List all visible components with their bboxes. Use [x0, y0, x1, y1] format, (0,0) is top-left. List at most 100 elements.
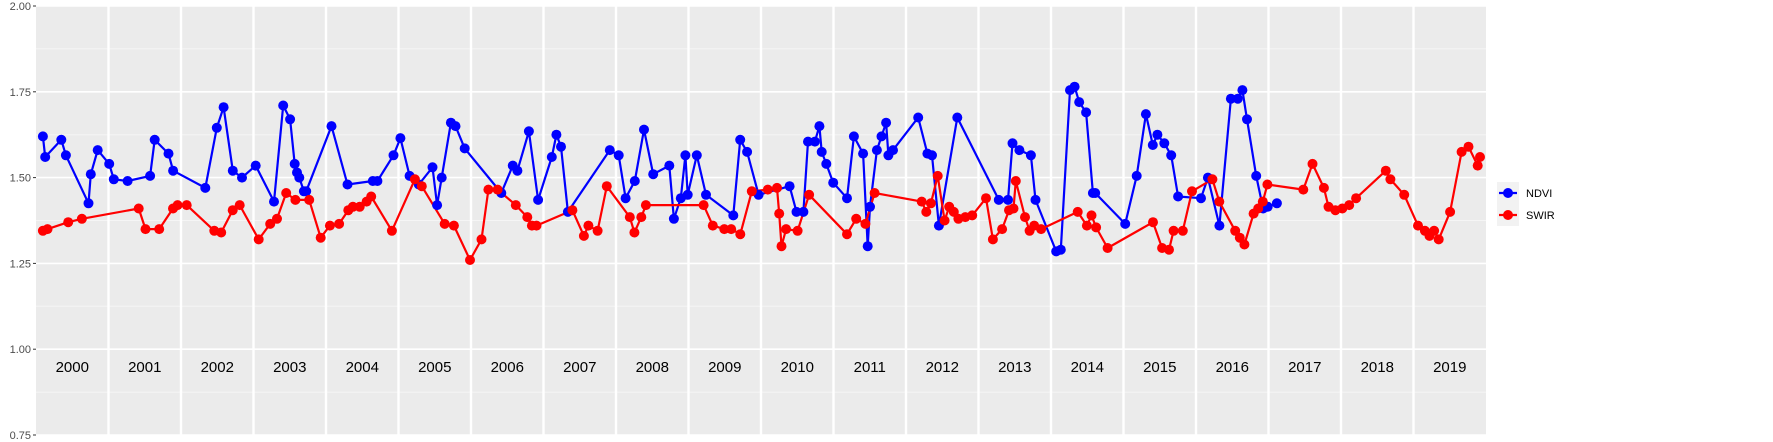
- point-swir: [290, 194, 301, 205]
- point-swir: [1380, 165, 1391, 176]
- point-ndvi: [56, 134, 67, 145]
- point-ndvi: [145, 170, 156, 181]
- point-ndvi: [200, 182, 211, 193]
- point-ndvi: [848, 131, 859, 142]
- point-ndvi: [104, 158, 115, 169]
- point-ndvi: [664, 160, 675, 171]
- y-tick-label: 1.25: [10, 258, 31, 270]
- point-ndvi: [791, 206, 802, 217]
- point-swir: [567, 205, 578, 216]
- point-swir: [1168, 225, 1179, 236]
- point-swir: [735, 229, 746, 240]
- point-ndvi: [459, 143, 470, 154]
- point-swir: [726, 224, 737, 235]
- point-swir: [265, 218, 276, 229]
- point-swir: [1036, 224, 1047, 235]
- point-ndvi: [523, 126, 534, 137]
- point-ndvi: [227, 165, 238, 176]
- point-ndvi: [691, 150, 702, 161]
- point-swir: [1429, 225, 1440, 236]
- point-ndvi: [551, 129, 562, 140]
- point-swir: [1475, 152, 1485, 162]
- year-label: 2009: [708, 359, 741, 376]
- point-swir: [531, 220, 542, 231]
- point-swir: [172, 200, 183, 211]
- point-swir: [601, 181, 612, 192]
- legend-label-ndvi: NDVI: [1526, 188, 1552, 200]
- point-ndvi: [278, 100, 289, 111]
- point-swir: [1351, 193, 1362, 204]
- point-ndvi: [269, 196, 279, 207]
- point-ndvi: [1025, 150, 1036, 161]
- point-swir: [1020, 212, 1030, 223]
- point-swir: [851, 213, 862, 224]
- point-ndvi: [1225, 93, 1236, 104]
- point-ndvi: [432, 200, 443, 211]
- point-swir: [234, 200, 245, 211]
- year-label: 2003: [273, 359, 306, 376]
- point-swir: [227, 205, 238, 216]
- point-ndvi: [372, 176, 383, 186]
- point-swir: [578, 230, 589, 241]
- point-ndvi: [1131, 170, 1142, 181]
- point-swir: [772, 182, 782, 193]
- legend-label-swir: SWIR: [1526, 210, 1555, 222]
- point-ndvi: [1232, 93, 1243, 104]
- point-ndvi: [218, 102, 229, 113]
- point-swir: [42, 224, 53, 235]
- point-ndvi: [927, 150, 937, 161]
- point-ndvi: [1120, 218, 1131, 229]
- point-swir: [304, 194, 315, 205]
- point-ndvi: [613, 150, 624, 161]
- point-swir: [281, 188, 292, 198]
- point-ndvi: [620, 193, 631, 204]
- point-ndvi: [1147, 140, 1158, 150]
- point-ndvi: [735, 134, 746, 145]
- point-swir: [366, 191, 377, 202]
- point-ndvi: [862, 241, 873, 252]
- point-ndvi: [168, 165, 179, 176]
- point-swir: [1257, 196, 1268, 207]
- point-ndvi: [388, 150, 399, 161]
- year-labels: 2000 2001 2002 2003 2004 2005 2006 2007 2008 2009…: [56, 359, 1467, 376]
- point-swir: [1472, 160, 1483, 171]
- year-label: 2015: [1143, 359, 1176, 376]
- point-swir: [1187, 186, 1197, 197]
- year-label: 2018: [1361, 359, 1394, 376]
- point-swir: [409, 174, 420, 185]
- point-ndvi: [37, 131, 48, 142]
- y-tick-label: 1.00: [10, 344, 31, 356]
- point-ndvi: [1030, 194, 1041, 205]
- point-ndvi: [682, 189, 693, 200]
- point-ndvi: [629, 176, 640, 186]
- year-label: 2005: [418, 359, 451, 376]
- point-swir: [181, 200, 192, 211]
- point-swir: [746, 186, 757, 197]
- point-swir: [781, 224, 792, 235]
- year-label: 2019: [1433, 359, 1466, 376]
- point-ndvi: [1055, 244, 1066, 255]
- point-ndvi: [821, 158, 832, 169]
- point-ndvi: [604, 145, 615, 156]
- point-swir: [842, 229, 852, 240]
- point-swir: [583, 220, 594, 231]
- point-swir: [774, 208, 785, 219]
- point-swir: [932, 170, 943, 181]
- point-ndvi: [512, 165, 523, 176]
- point-swir: [624, 212, 635, 223]
- point-swir: [981, 193, 991, 204]
- point-swir: [636, 212, 647, 223]
- point-swir: [140, 224, 151, 235]
- point-swir: [792, 225, 803, 236]
- point-ndvi: [828, 177, 839, 188]
- point-swir: [253, 234, 264, 245]
- point-swir: [939, 215, 950, 226]
- point-ndvi: [1003, 194, 1013, 205]
- point-swir: [916, 196, 927, 207]
- point-ndvi: [784, 181, 795, 192]
- point-ndvi: [40, 152, 51, 162]
- point-ndvi: [546, 152, 557, 162]
- point-ndvi: [881, 117, 892, 128]
- point-ndvi: [1166, 150, 1177, 161]
